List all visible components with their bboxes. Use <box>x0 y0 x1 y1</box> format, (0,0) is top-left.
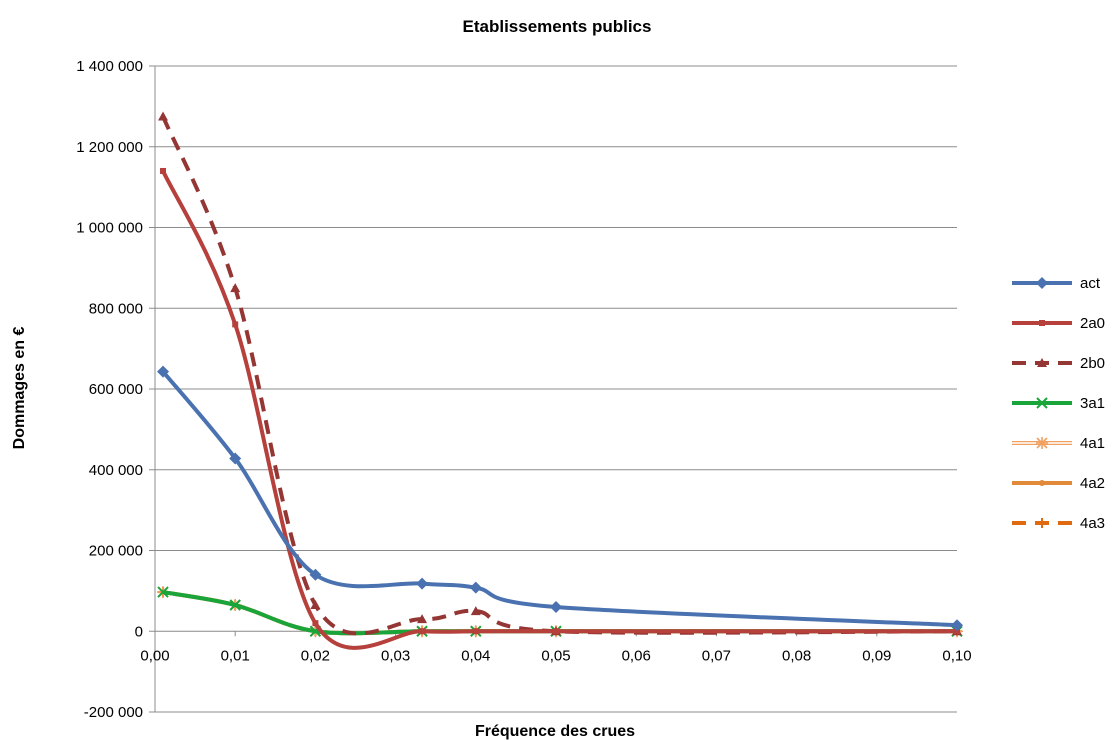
y-tick-label: 1 200 000 <box>76 139 143 156</box>
x-tick-label: 0,08 <box>782 647 811 664</box>
data-point-2a0 <box>954 628 960 635</box>
data-point-2b0 <box>230 283 241 293</box>
y-tick-label: 600 000 <box>89 381 143 398</box>
x-tick-label: 0,07 <box>702 647 731 664</box>
x-tick-labels: 0,00 0,01 0,02 0,03 0,04 0,05 0,06 0,07 0,08 0,09… <box>140 631 972 664</box>
x-tick-label: 0,02 <box>301 647 330 664</box>
data-point-2a0 <box>160 167 167 174</box>
legend-label: 2b0 <box>1080 355 1105 372</box>
legend-item-4a3: 4a3 <box>1012 515 1105 532</box>
data-point-2b0 <box>417 614 428 624</box>
legend-marker <box>1037 518 1047 528</box>
data-point-2b0 <box>158 111 169 121</box>
series-2b0 <box>158 111 962 636</box>
data-point-act <box>469 581 482 594</box>
series-line-2b0 <box>161 115 958 636</box>
data-point-2a0 <box>232 321 239 328</box>
legend-marker <box>1039 480 1045 486</box>
legend-item-2b0: 2b0 <box>1012 355 1105 372</box>
gridlines <box>149 65 957 713</box>
legend-item-4a1: 4a1 <box>1012 435 1105 452</box>
data-point-3a1 <box>157 586 169 598</box>
data-point-3a1 <box>229 599 241 611</box>
y-tick-label: 200 000 <box>89 543 143 560</box>
legend-label: 3a1 <box>1080 395 1105 412</box>
series-4a3 <box>158 587 962 637</box>
x-tick-label: 0,01 <box>221 647 250 664</box>
x-axis-label: Fréquence des crues <box>475 723 635 740</box>
x-tick-label: 0,09 <box>862 647 891 664</box>
data-point-act <box>309 568 322 581</box>
y-tick-labels: 1 400 000 1 200 000 1 000 000 800 000 600 00… <box>76 58 143 721</box>
legend-marker <box>1039 320 1045 326</box>
y-tick-label: 400 000 <box>89 462 143 479</box>
x-tick-label: 0,05 <box>541 647 570 664</box>
data-point-act <box>550 601 562 614</box>
y-tick-label: 800 000 <box>89 300 143 317</box>
legend-marker <box>1037 358 1047 367</box>
y-tick-label: 1 000 000 <box>76 220 143 237</box>
data-point-act <box>416 577 429 590</box>
data-point-2b0 <box>310 600 321 610</box>
y-tick-label: 0 <box>135 623 143 640</box>
x-tick-label: 0,06 <box>622 647 651 664</box>
data-point-act <box>157 365 170 378</box>
y-tick-label: -200 000 <box>84 704 143 721</box>
legend-marker <box>1036 277 1048 289</box>
legend-item-2a0: 2a0 <box>1012 315 1105 332</box>
legend-label: 4a3 <box>1080 515 1105 532</box>
legend-item-act: act <box>1012 275 1101 292</box>
legend-label: 4a1 <box>1080 435 1105 452</box>
data-point-2a0 <box>312 620 319 627</box>
series-3a1 <box>157 586 963 637</box>
series-line-2a0 <box>161 170 957 650</box>
legend-marker <box>1036 437 1048 449</box>
legend-label: 2a0 <box>1080 315 1105 332</box>
x-tick-label: 0,03 <box>381 647 410 664</box>
data-point-2a0 <box>472 628 479 635</box>
chart-title: Etablissements publics <box>463 17 652 36</box>
x-tick-label: 0,00 <box>140 647 169 664</box>
series-2a0 <box>160 167 960 650</box>
x-tick-label: 0,10 <box>942 647 971 664</box>
y-axis-label: Dommages en € <box>11 327 28 450</box>
legend-label: act <box>1080 275 1101 292</box>
data-point-act <box>229 452 242 465</box>
data-point-act <box>951 619 963 632</box>
series-act <box>157 365 963 632</box>
data-point-2a0 <box>419 628 426 635</box>
legend-item-3a1: 3a1 <box>1012 395 1105 412</box>
legend-marker <box>1036 397 1048 409</box>
legend: act 2a0 2b0 3a1 4a1 4a2 4a3 <box>1012 275 1105 532</box>
data-point-2a0 <box>553 628 559 635</box>
y-tick-label: 1 400 000 <box>76 58 143 75</box>
legend-label: 4a2 <box>1080 475 1105 492</box>
series-line-act <box>161 370 958 628</box>
series-lines <box>157 111 963 650</box>
x-tick-label: 0,04 <box>461 647 490 664</box>
data-point-2b0 <box>470 606 481 616</box>
legend-item-4a2: 4a2 <box>1012 475 1105 492</box>
